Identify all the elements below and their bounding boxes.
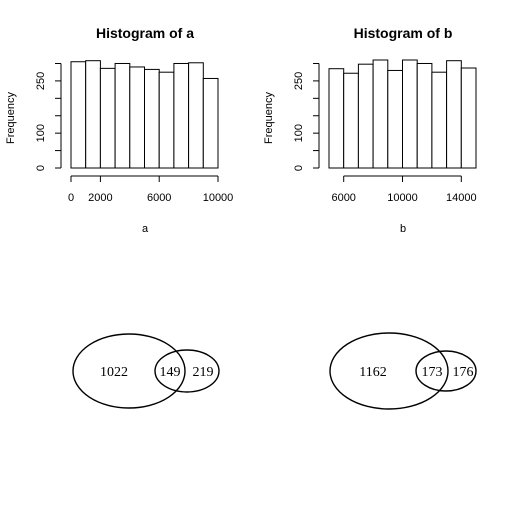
- histogram-a-bar: [144, 68, 160, 169]
- histogram-a-title: Histogram of a: [96, 25, 194, 41]
- histogram-b-x-tick-label: 10000: [387, 192, 418, 204]
- histogram-a-y-tick-label: 100: [35, 124, 47, 142]
- histogram-b-bar: [387, 69, 403, 169]
- venn-diagram-1: 1022 149 219: [72, 333, 220, 409]
- venn-2-left-count: 1162: [359, 365, 386, 380]
- histogram-b-x-axis: 6000 10000 14000: [331, 175, 477, 204]
- histogram-b-bars: [328, 59, 477, 169]
- histogram-b-y-tick-label: 100: [293, 124, 305, 142]
- histogram-b-bar: [402, 59, 418, 169]
- venn-2-right-count: 176: [453, 365, 474, 380]
- histogram-a-bar: [99, 67, 116, 169]
- histogram-a-bars: [70, 60, 219, 169]
- histogram-a-y-axis: 0 100 250: [35, 62, 62, 171]
- histogram-a-y-tick-label: 250: [35, 72, 47, 90]
- venn-1-right-count: 219: [193, 365, 214, 380]
- histogram-a-bar: [85, 60, 101, 169]
- histogram-b-bar: [372, 59, 389, 169]
- histogram-b-xlabel: b: [400, 223, 406, 235]
- histogram-b-bar: [460, 67, 477, 169]
- histogram-a-xlabel: a: [142, 223, 149, 235]
- venn-1-left-count: 1022: [100, 365, 128, 380]
- histogram-a-x-tick-label: 2000: [88, 192, 112, 204]
- histogram-a-bar: [173, 62, 190, 169]
- venn-2-right-circle: [415, 350, 477, 392]
- histogram-b-bar: [328, 68, 345, 169]
- histogram-a-bar: [129, 66, 146, 169]
- histogram-b-title: Histogram of b: [354, 25, 453, 41]
- histogram-b-bar: [446, 60, 462, 169]
- histogram-b-x-tick-label: 14000: [446, 192, 477, 204]
- venn-1-left-circle: [72, 333, 186, 409]
- histogram-a-ylabel: Frequency: [5, 92, 17, 144]
- venn-2-overlap-count: 173: [422, 365, 443, 380]
- histogram-a-bar: [70, 61, 87, 169]
- histogram-b-bar: [431, 71, 448, 169]
- histogram-a-bar: [188, 62, 204, 169]
- histogram-a-bar: [202, 77, 219, 169]
- histogram-b-ylabel: Frequency: [263, 92, 275, 144]
- histogram-a-x-tick-label: 10000: [203, 192, 234, 204]
- histogram-a-x-axis: 0 2000 6000 10000: [68, 175, 234, 204]
- histogram-a-x-tick-label: 6000: [147, 192, 171, 204]
- histogram-b-bar: [343, 72, 359, 169]
- venn-diagram-2: 1162 173 176: [329, 332, 477, 410]
- venn-2-left-circle: [329, 332, 449, 410]
- histogram-b-y-tick-label: 250: [293, 72, 305, 90]
- histogram-b-bar: [357, 63, 374, 169]
- histogram-a-panel: Histogram of a a Frequency 0 2000 6000 1000…: [5, 25, 233, 235]
- histogram-b-x-tick-label: 6000: [331, 192, 355, 204]
- histogram-b-panel: Histogram of b b Frequency 6000 10000 1400…: [263, 25, 477, 235]
- histogram-a-x-tick-label: 0: [68, 192, 74, 204]
- venn-1-overlap-count: 149: [160, 365, 181, 380]
- histogram-a-y-tick-label: 0: [35, 165, 47, 171]
- histogram-b-y-tick-label: 0: [293, 165, 305, 171]
- histogram-a-bar: [158, 71, 175, 169]
- histogram-a-bar: [114, 62, 131, 169]
- histogram-b-y-axis: 0 100 250: [293, 62, 320, 171]
- venn-1-right-circle: [154, 349, 220, 393]
- histogram-b-bar: [416, 62, 433, 169]
